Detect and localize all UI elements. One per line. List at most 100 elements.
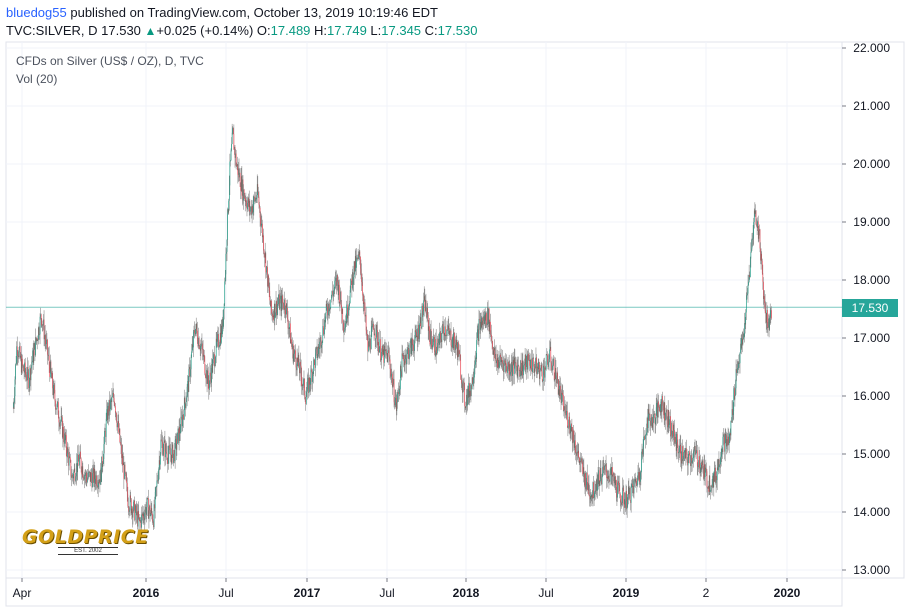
- candle-body: [108, 405, 109, 416]
- candle-body: [487, 307, 489, 324]
- candle-body: [423, 300, 424, 312]
- candle-body: [410, 339, 411, 344]
- candle-body: [420, 317, 422, 329]
- candle-body: [28, 381, 30, 389]
- candle-body: [549, 349, 550, 360]
- candle-body: [83, 476, 84, 478]
- candle-body: [374, 333, 376, 339]
- candle-body: [101, 456, 102, 482]
- candle-body: [292, 343, 293, 349]
- candle-body: [582, 462, 583, 475]
- author-link[interactable]: bluedog55: [6, 5, 67, 20]
- candle-body: [265, 253, 267, 273]
- candle-body: [507, 362, 509, 367]
- candle-body: [79, 451, 81, 458]
- candle-body: [516, 367, 518, 377]
- candle-body: [691, 460, 693, 464]
- candle-body: [637, 471, 639, 478]
- candle-body: [114, 403, 116, 406]
- candle-body: [723, 434, 724, 437]
- candle-body: [215, 356, 216, 364]
- candle-body: [681, 446, 683, 464]
- candle-body: [388, 350, 390, 357]
- candle-body: [658, 401, 659, 408]
- candle-body: [134, 500, 135, 521]
- candle-body: [494, 347, 495, 351]
- candle-body: [608, 475, 610, 480]
- candle-body: [683, 451, 685, 453]
- candle-body: [326, 304, 328, 307]
- candle-body: [702, 460, 704, 468]
- candle-body: [346, 304, 348, 323]
- candle-body: [87, 478, 88, 483]
- candle-body: [450, 330, 452, 346]
- candle-body: [467, 388, 469, 398]
- candle-body: [71, 474, 73, 478]
- candle-body: [92, 467, 94, 474]
- candle-body: [546, 354, 548, 355]
- candle-body: [105, 418, 107, 437]
- candle-body: [458, 342, 459, 357]
- candle-body: [256, 184, 258, 198]
- candle-body: [502, 359, 503, 364]
- candle-body: [555, 367, 557, 379]
- candle-body: [735, 388, 736, 396]
- candle-body: [267, 267, 268, 287]
- candle-body: [657, 402, 658, 418]
- candle-body: [175, 438, 177, 440]
- candle-body: [552, 364, 554, 366]
- candle-body: [174, 450, 175, 462]
- candle-body: [540, 368, 541, 371]
- candle-body: [221, 325, 223, 335]
- candle-body: [202, 343, 203, 351]
- candle-body: [596, 479, 597, 491]
- candle-body: [270, 300, 271, 307]
- candle-body: [231, 132, 233, 145]
- candle-body: [475, 357, 477, 359]
- candle-body: [568, 416, 570, 428]
- candle-body: [554, 378, 556, 380]
- candle-body: [771, 310, 772, 319]
- candle-body: [472, 377, 473, 384]
- candle-body: [23, 365, 24, 371]
- candle-body: [318, 346, 320, 348]
- candle-body: [443, 327, 444, 334]
- candle-body: [600, 467, 602, 479]
- candle-body: [58, 418, 60, 423]
- candle-body: [589, 496, 591, 500]
- candle-body: [590, 495, 592, 498]
- candle-body: [282, 295, 283, 303]
- candle-body: [282, 302, 284, 304]
- candle-body: [234, 147, 236, 158]
- candle-body: [105, 431, 106, 437]
- candle-body: [679, 444, 681, 446]
- candle-body: [25, 372, 27, 375]
- candle-body: [711, 485, 712, 487]
- candle-body: [587, 484, 589, 491]
- candle-body: [200, 345, 202, 351]
- candle-body: [573, 441, 575, 448]
- candle-body: [21, 358, 23, 373]
- candle-body: [730, 420, 732, 436]
- candle-body: [645, 434, 647, 436]
- candle-body: [148, 498, 149, 519]
- candle-body: [471, 385, 472, 390]
- candle-body: [635, 478, 637, 482]
- candle-body: [722, 436, 724, 453]
- candle-body: [275, 301, 277, 313]
- candle-body: [537, 367, 539, 370]
- candle-body: [67, 447, 68, 458]
- candle-body: [57, 402, 59, 419]
- candle-body: [299, 367, 300, 374]
- candle-body: [638, 471, 639, 480]
- candle-body: [531, 369, 533, 373]
- candle-body: [263, 250, 265, 255]
- candle-body: [633, 480, 635, 494]
- candle-body: [548, 362, 549, 367]
- candle-body: [711, 486, 713, 487]
- candle-body: [184, 398, 186, 404]
- x-tick-label: Jul: [218, 586, 233, 600]
- candle-body: [414, 330, 416, 341]
- candle-body: [75, 476, 77, 480]
